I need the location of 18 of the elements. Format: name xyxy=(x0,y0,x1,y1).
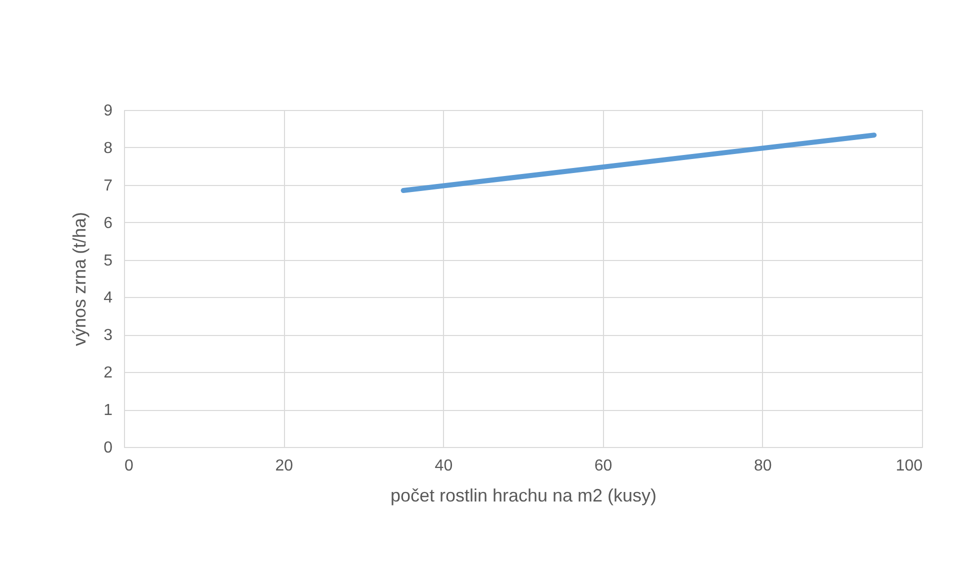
y-tick-label: 3 xyxy=(104,327,113,344)
x-tick-label: 20 xyxy=(275,458,294,474)
x-tick-label: 80 xyxy=(754,458,772,474)
y-axis-title: výnos zrna (t/ha) xyxy=(70,212,90,346)
y-tick-label: 1 xyxy=(104,402,113,420)
y-tick-label: 9 xyxy=(104,102,113,120)
y-tick-label: 8 xyxy=(104,140,113,157)
y-tick-label: 0 xyxy=(104,440,113,456)
x-axis-title: počet rostlin hrachu na m2 (kusy) xyxy=(390,486,657,506)
x-tick-label: 60 xyxy=(594,458,612,474)
y-tick-label: 5 xyxy=(104,252,113,270)
x-tick-label: 100 xyxy=(896,458,923,474)
x-tick-label: 0 xyxy=(124,458,134,474)
y-tick-label: 4 xyxy=(104,290,113,307)
x-tick-label: 40 xyxy=(434,458,453,474)
y-tick-label: 6 xyxy=(104,214,113,232)
y-tick-label: 7 xyxy=(104,177,113,194)
y-tick-label: 2 xyxy=(104,364,113,382)
